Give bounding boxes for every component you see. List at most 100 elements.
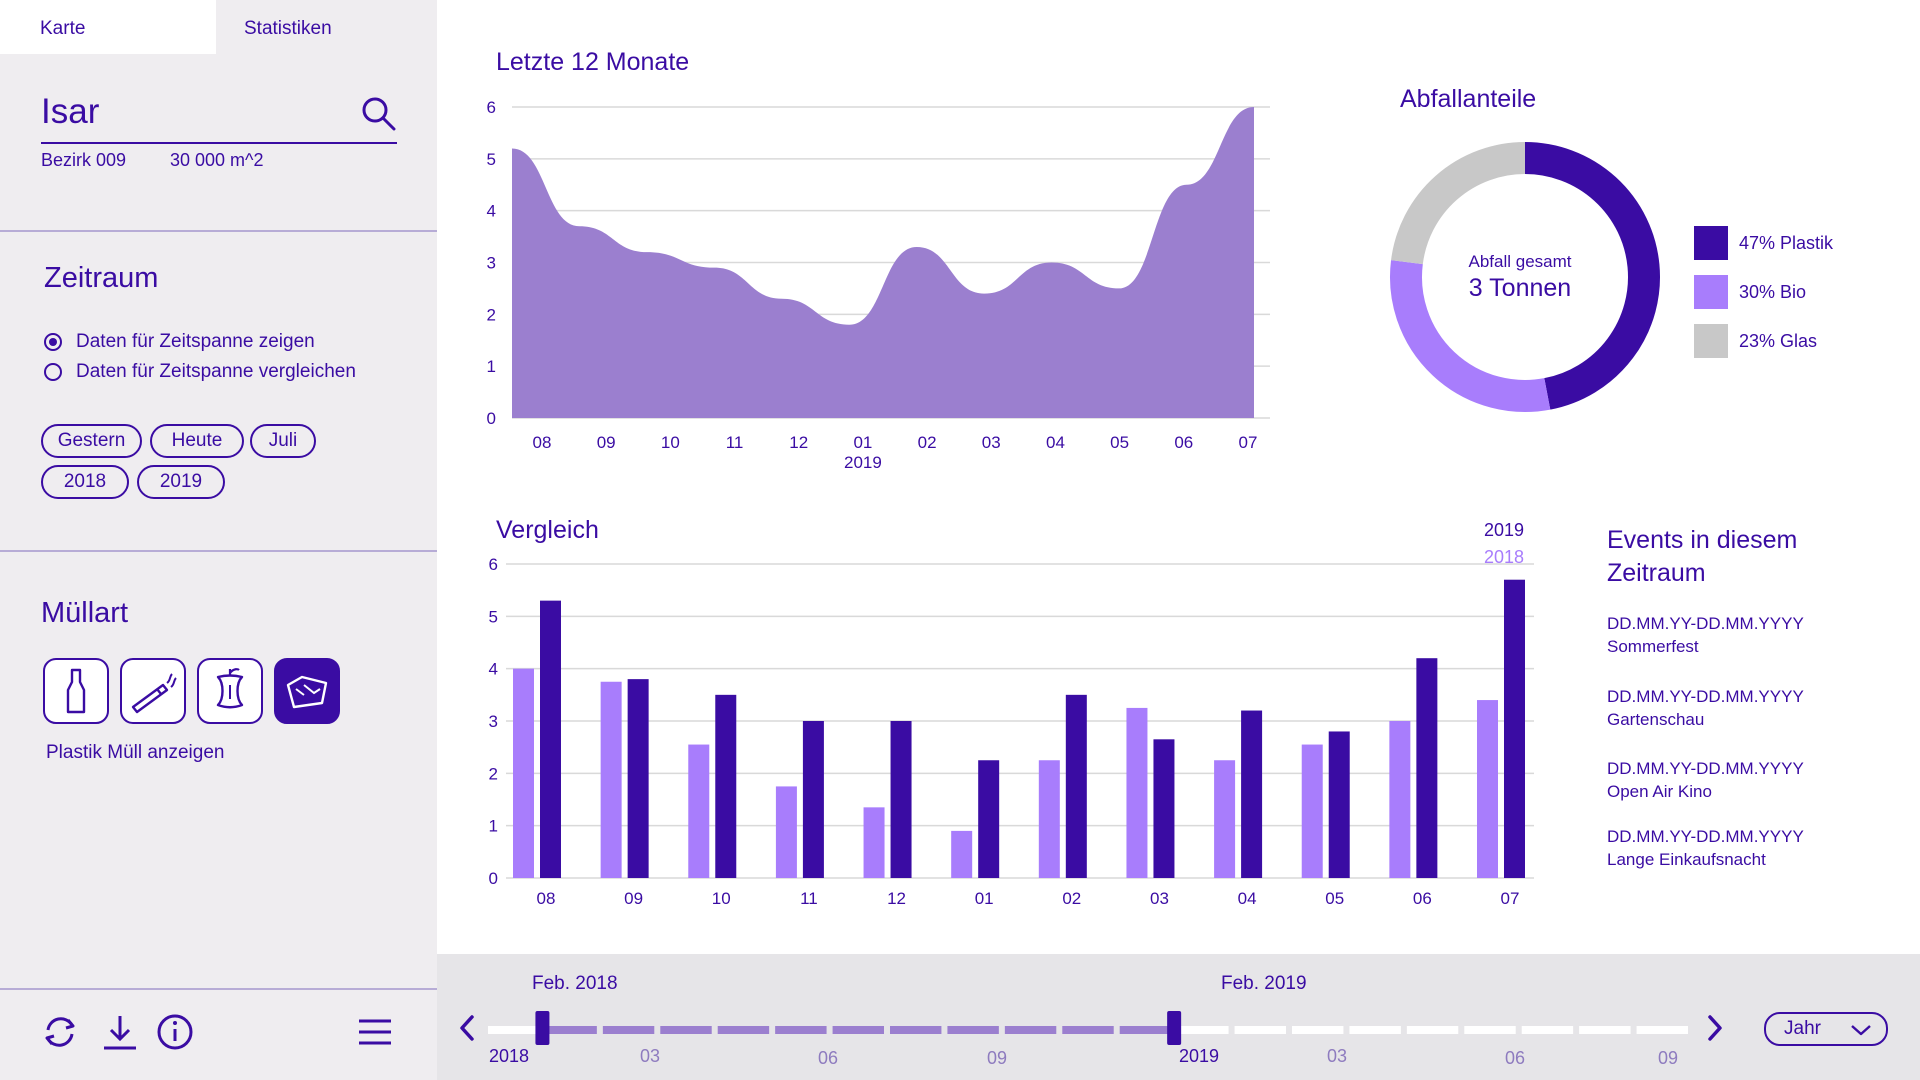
timeline-prev-icon[interactable]	[456, 1013, 478, 1043]
bar	[1126, 707, 1148, 878]
timeline-track[interactable]	[488, 1008, 1692, 1048]
x-tick-label: 05	[1325, 889, 1344, 908]
download-icon[interactable]	[100, 1012, 140, 1052]
timeline-segment-selected	[660, 1026, 712, 1034]
bar	[1301, 744, 1323, 878]
bar	[600, 681, 622, 878]
timeline-month-label: 03	[640, 1046, 661, 1066]
timeline-segment-selected	[947, 1026, 999, 1034]
granularity-select[interactable]: Jahr	[1764, 1012, 1888, 1046]
event-item[interactable]: DD.MM.YY-DD.MM.YYYY Open Air Kino	[1607, 757, 1804, 803]
timeline-next-icon[interactable]	[1704, 1013, 1726, 1043]
x-tick-label: 09	[624, 889, 643, 908]
timeline-segment-selected	[602, 1026, 655, 1034]
event-item[interactable]: DD.MM.YY-DD.MM.YYYY Sommerfest	[1607, 612, 1804, 658]
area-chart-title: Letzte 12 Monate	[496, 48, 690, 76]
x-tick-label: 04	[1238, 889, 1257, 908]
waste-cigarette-button[interactable]	[120, 658, 186, 724]
event-name: Gartenschau	[1607, 710, 1705, 729]
waste-bio-button[interactable]	[197, 658, 263, 724]
bar	[978, 760, 1000, 878]
timeline-handle	[535, 1011, 550, 1045]
event-name: Sommerfest	[1607, 637, 1699, 656]
bar	[513, 668, 534, 878]
x-tick-label: 08	[537, 889, 556, 908]
x-tick-label: 11	[726, 433, 744, 452]
tab-statistiken[interactable]: Statistiken	[216, 0, 437, 54]
timeline-segment-selected	[717, 1026, 770, 1034]
timeline-segment-selected	[545, 1026, 597, 1034]
x-tick-label: 09	[597, 433, 616, 452]
event-name: Lange Einkaufsnacht	[1607, 850, 1766, 869]
bar	[688, 744, 710, 878]
refresh-icon[interactable]	[40, 1012, 80, 1052]
tab-karte[interactable]: Karte	[0, 0, 216, 54]
bar	[627, 679, 649, 878]
waste-type-title: Müllart	[41, 597, 129, 629]
donut-title: Abfallanteile	[1400, 85, 1537, 113]
radio-button[interactable]	[44, 363, 62, 381]
legend-swatch	[1694, 324, 1728, 358]
granularity-value: Jahr	[1784, 1018, 1821, 1039]
legend-item-plastik: 47% Plastik	[1694, 226, 1833, 260]
event-item[interactable]: DD.MM.YY-DD.MM.YYYY Lange Einkaufsnacht	[1607, 825, 1804, 871]
x-tick-label: 03	[982, 433, 1001, 452]
timeline-segment	[1464, 1026, 1516, 1034]
divider	[0, 988, 437, 990]
radio-compare-period[interactable]: Daten für Zeitspanne vergleichen	[44, 359, 356, 385]
bar-chart-title: Vergleich	[496, 516, 599, 544]
timeline-segment-selected	[1062, 1026, 1114, 1034]
bar	[863, 807, 885, 878]
timeline-segment	[1349, 1026, 1401, 1034]
search-icon[interactable]	[361, 96, 397, 132]
bar	[1504, 579, 1525, 878]
cigarette-icon	[131, 673, 177, 714]
info-icon[interactable]	[155, 1012, 195, 1052]
radio-show-period[interactable]: Daten für Zeitspanne zeigen	[44, 329, 315, 355]
district-label: Bezirk 009	[41, 150, 127, 170]
divider	[0, 550, 437, 552]
bar	[1328, 731, 1350, 878]
event-date: DD.MM.YY-DD.MM.YYYY	[1607, 614, 1804, 633]
divider	[0, 230, 437, 232]
timeline-segment	[1234, 1026, 1286, 1034]
bar	[1153, 739, 1175, 878]
donut-center-value: 3 Tonnen	[1468, 274, 1572, 302]
bar	[1065, 694, 1087, 878]
x-tick-label: 01	[853, 433, 872, 452]
x-tick-label: 07	[1501, 889, 1520, 908]
legend-label: 30% Bio	[1739, 281, 1807, 302]
chip-juli[interactable]: Juli	[250, 424, 316, 458]
search-input[interactable]: Isar	[41, 92, 100, 131]
y-tick-label: 2	[487, 305, 496, 324]
y-tick-label: 0	[489, 869, 498, 888]
chip-gestern[interactable]: Gestern	[41, 424, 142, 458]
menu-icon[interactable]	[355, 1012, 395, 1052]
y-tick-label: 0	[487, 409, 496, 428]
legend-swatch	[1694, 275, 1728, 309]
x-tick-label: 06	[1174, 433, 1193, 452]
radio-button-checked[interactable]	[44, 333, 62, 351]
chip-2018[interactable]: 2018	[41, 465, 129, 499]
waste-plastic-button[interactable]	[274, 658, 340, 724]
donut-chart	[1390, 142, 1660, 412]
chip-heute[interactable]: Heute	[150, 424, 244, 458]
event-name: Open Air Kino	[1607, 782, 1712, 801]
timeline-handle	[1167, 1011, 1182, 1045]
bar	[715, 694, 737, 878]
chip-2019[interactable]: 2019	[137, 465, 225, 499]
area-series	[512, 107, 1254, 418]
timeline-segment-selected	[1004, 1026, 1057, 1034]
period-title: Zeitraum	[44, 262, 159, 294]
timeline-segment-selected	[890, 1026, 942, 1034]
timeline-segment	[1636, 1026, 1688, 1034]
event-item[interactable]: DD.MM.YY-DD.MM.YYYY Gartenschau	[1607, 685, 1804, 731]
timeline-month-label: 03	[1327, 1046, 1348, 1066]
donut-slice	[1390, 260, 1551, 412]
bottle-icon	[66, 668, 86, 714]
bar	[540, 600, 561, 878]
events-title: Events in diesem Zeitraum	[1607, 526, 1798, 587]
waste-glass-button[interactable]	[43, 658, 109, 724]
plastic-bag-icon	[286, 675, 328, 709]
